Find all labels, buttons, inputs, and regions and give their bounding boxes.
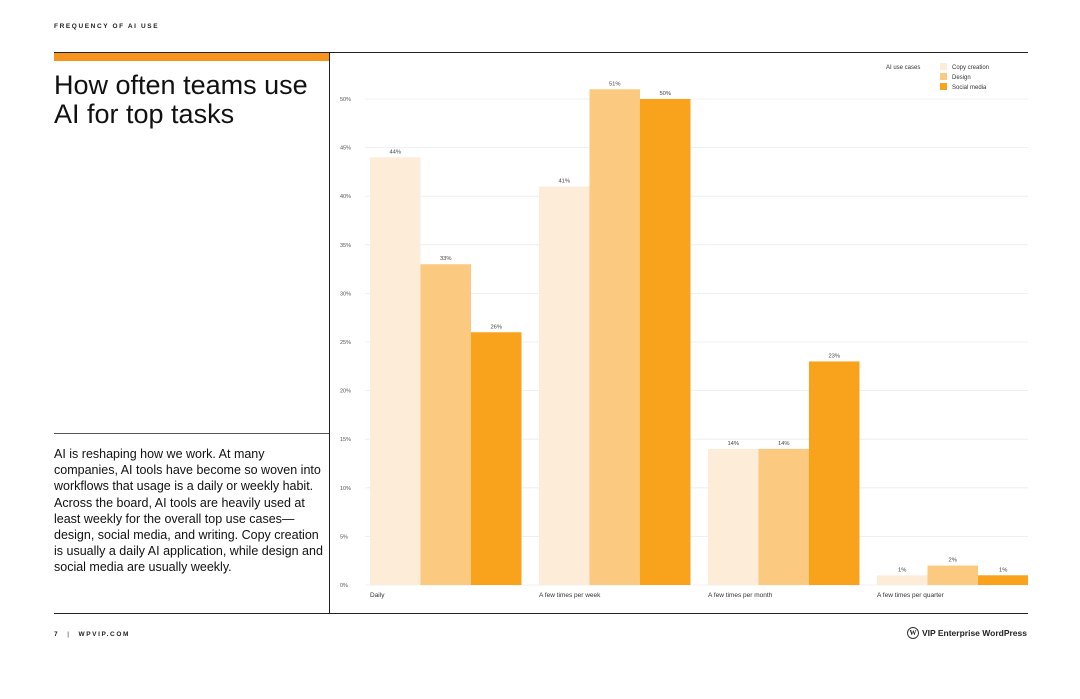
y-tick-label: 0% <box>340 583 348 589</box>
bar-copy-creation <box>370 157 421 585</box>
bar-design <box>758 448 809 585</box>
bar-social-media <box>471 332 522 585</box>
x-category-label: Daily <box>370 592 385 599</box>
left-column-rule <box>54 433 329 434</box>
brand-mark: W VIP Enterprise WordPress <box>906 627 1027 639</box>
bar-copy-creation <box>708 448 759 585</box>
axis-labels: 0% 5% 10% 15% 20% 25% 30% 35% 40% 45% 50% Daily A fe… <box>340 97 945 599</box>
data-label: 44% <box>389 149 401 155</box>
top-rule <box>54 52 1028 53</box>
data-label: 2% <box>949 558 957 564</box>
data-label: 14% <box>727 441 739 447</box>
wordpress-logo-icon: W <box>906 627 919 639</box>
y-tick-label: 50% <box>340 97 351 103</box>
y-tick-label: 15% <box>340 437 351 443</box>
y-tick-label: 10% <box>340 486 351 492</box>
data-label: 33% <box>440 256 452 262</box>
bar-social-media <box>640 99 691 585</box>
data-label: 26% <box>490 324 502 330</box>
legend-label: Design <box>952 75 971 81</box>
footer-left: 7 | WPVIP.COM <box>54 631 130 638</box>
legend-swatch <box>940 83 947 90</box>
page-header: FREQUENCY OF AI USE <box>54 23 160 30</box>
data-label: 23% <box>828 353 840 359</box>
data-label: 51% <box>609 81 621 87</box>
y-tick-label: 35% <box>340 243 351 249</box>
brand-name: VIP Enterprise WordPress <box>921 628 1027 638</box>
y-tick-label: 20% <box>340 389 351 395</box>
data-label: 1% <box>999 567 1007 573</box>
bar-design <box>927 565 978 585</box>
y-tick-label: 40% <box>340 194 351 200</box>
x-category-label: A few times per week <box>539 592 601 599</box>
data-labels: 44% 33% 26% 41% 51% 50% 14% 14% 23% 1% 2% 1% <box>389 81 1007 573</box>
y-tick-label: 45% <box>340 146 351 152</box>
y-tick-label: 5% <box>340 534 348 540</box>
footer-separator: | <box>67 631 71 638</box>
legend-title: AI use cases <box>886 65 920 71</box>
bar-social-media <box>809 361 860 585</box>
x-category-label: A few times per quarter <box>877 592 945 599</box>
body-paragraph: AI is reshaping how we work. At many com… <box>54 447 323 575</box>
bar-social-media <box>978 575 1028 585</box>
page-number: 7 <box>54 631 60 638</box>
legend-swatch <box>940 73 947 80</box>
footer-site: WPVIP.COM <box>78 631 130 638</box>
bar-chart: 44% 33% 26% 41% 51% 50% 14% 14% 23% 1% 2% 1% 0% 5% 10… <box>340 63 1028 599</box>
y-tick-label: 25% <box>340 340 351 346</box>
data-label: 41% <box>558 178 570 184</box>
x-category-label: A few times per month <box>708 592 773 599</box>
legend-label: Social media <box>952 85 987 91</box>
bar-copy-creation <box>539 186 590 586</box>
bar-design <box>420 264 471 585</box>
accent-bar <box>54 53 330 61</box>
bar-copy-creation <box>877 575 928 585</box>
page-title: How often teams use AI for top tasks <box>54 70 308 129</box>
y-tick-label: 30% <box>340 291 351 297</box>
column-divider <box>329 52 330 614</box>
data-label: 50% <box>659 91 671 97</box>
bar-design <box>589 89 640 585</box>
data-label: 1% <box>898 567 906 573</box>
legend-swatch <box>940 63 947 70</box>
bars <box>370 89 1028 586</box>
legend: AI use cases Copy creation Design Social me… <box>886 63 989 91</box>
data-label: 14% <box>778 441 790 447</box>
legend-label: Copy creation <box>952 65 989 71</box>
grid-lines <box>365 98 1028 586</box>
bottom-rule <box>54 613 1028 614</box>
